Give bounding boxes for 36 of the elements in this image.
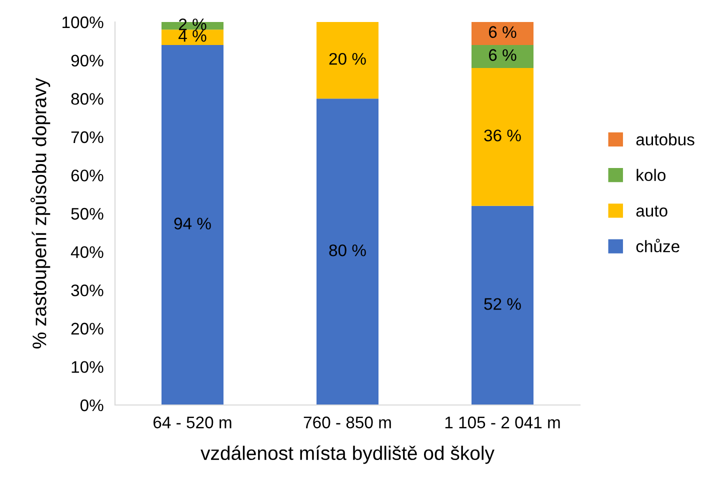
x-tick-label: 64 - 520 m (154, 416, 232, 428)
bar (162, 30, 224, 45)
data-label: 52 % (484, 298, 521, 310)
bar (472, 44, 534, 68)
bar (472, 68, 534, 206)
legend-label: auto (636, 206, 668, 217)
y-tick-label: 70% (71, 131, 104, 144)
legend-label: chůze (636, 238, 680, 252)
legend-label: autobus (636, 133, 694, 146)
x-tick-label: 1 105 - 2 041 m (445, 416, 560, 428)
data-label: 4 % (178, 30, 206, 42)
x-tick-label: 760 - 850 m (304, 416, 391, 428)
bar (162, 44, 224, 405)
y-axis-title: % zastoupení způsobu dopravy (30, 78, 50, 348)
bar (472, 206, 534, 405)
y-tick-label: 20% (71, 322, 104, 335)
y-tick-label: 30% (71, 284, 104, 296)
y-tick-label: 80% (71, 93, 104, 105)
data-label: 36 % (484, 130, 521, 142)
bar (316, 98, 378, 405)
data-label: 80 % (329, 244, 366, 256)
legend-label: kolo (636, 168, 666, 182)
y-tick-label: 100% (62, 16, 104, 28)
x-axis-title: vzdálenost místa bydliště od školy (200, 446, 494, 464)
data-label: 6 % (488, 49, 516, 61)
y-tick-label: 0% (80, 399, 104, 412)
bar (316, 22, 378, 99)
y-tick-label: 10% (72, 361, 104, 373)
y-tick-label: 90% (71, 54, 104, 67)
y-tick-label: 60% (71, 170, 104, 182)
y-tick-label: 40% (70, 246, 104, 258)
data-label: 6 % (488, 26, 516, 38)
bar (472, 22, 534, 45)
data-label: 94 % (174, 218, 211, 230)
y-tick-label: 50% (71, 208, 104, 220)
data-label: 20 % (329, 52, 366, 65)
